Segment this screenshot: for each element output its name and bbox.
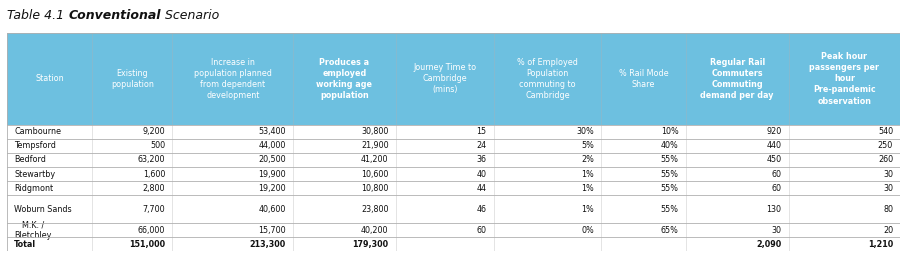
Text: Peak hour
passengers per
hour
Pre-pandemic
observation: Peak hour passengers per hour Pre-pandem…: [809, 52, 879, 106]
Text: 920: 920: [766, 127, 781, 136]
Text: 30: 30: [883, 169, 893, 179]
Text: 60: 60: [771, 169, 781, 179]
Text: 36: 36: [477, 155, 487, 164]
Text: 21,900: 21,900: [361, 141, 389, 150]
Text: 30: 30: [771, 226, 781, 235]
Text: 19,900: 19,900: [258, 169, 286, 179]
Text: 213,300: 213,300: [250, 240, 286, 249]
Text: 450: 450: [767, 155, 781, 164]
Text: 19,200: 19,200: [258, 184, 286, 193]
Text: Table 4.1: Table 4.1: [7, 9, 69, 22]
Bar: [7, 33, 900, 125]
Text: 40,200: 40,200: [361, 226, 389, 235]
Text: Increase in
population planned
from dependent
development: Increase in population planned from depe…: [194, 58, 272, 100]
Text: 1,210: 1,210: [868, 240, 893, 249]
Text: Cambourne: Cambourne: [14, 127, 61, 136]
Text: Woburn Sands: Woburn Sands: [14, 205, 72, 214]
Text: Stewartby: Stewartby: [14, 169, 56, 179]
Text: 41,200: 41,200: [361, 155, 389, 164]
Text: Tempsford: Tempsford: [14, 141, 56, 150]
Text: 2,800: 2,800: [143, 184, 165, 193]
Text: 30,800: 30,800: [361, 127, 389, 136]
Text: 10,800: 10,800: [361, 184, 389, 193]
Text: 540: 540: [878, 127, 893, 136]
Text: 2%: 2%: [581, 155, 594, 164]
Text: Station: Station: [35, 74, 64, 83]
Text: 55%: 55%: [661, 205, 678, 214]
Text: Ridgmont: Ridgmont: [14, 184, 53, 193]
Text: 15,700: 15,700: [258, 226, 286, 235]
Text: 20,500: 20,500: [258, 155, 286, 164]
Text: 24: 24: [476, 141, 487, 150]
Text: 440: 440: [767, 141, 781, 150]
Text: 179,300: 179,300: [353, 240, 389, 249]
Text: 500: 500: [150, 141, 165, 150]
Text: 40,600: 40,600: [259, 205, 286, 214]
Text: 20: 20: [883, 226, 893, 235]
Text: 10%: 10%: [661, 127, 678, 136]
Text: Produces a
employed
working age
population: Produces a employed working age populati…: [317, 58, 373, 100]
Text: 80: 80: [883, 205, 893, 214]
Text: M.K. /
Bletchley: M.K. / Bletchley: [14, 220, 51, 240]
Text: 9,200: 9,200: [143, 127, 165, 136]
Text: 23,800: 23,800: [361, 205, 389, 214]
Text: 30: 30: [883, 184, 893, 193]
Text: 1%: 1%: [581, 205, 594, 214]
Text: 65%: 65%: [661, 226, 678, 235]
Text: 60: 60: [477, 226, 487, 235]
Text: 10,600: 10,600: [361, 169, 389, 179]
Text: 15: 15: [476, 127, 487, 136]
Text: 44,000: 44,000: [259, 141, 286, 150]
Text: 55%: 55%: [661, 184, 678, 193]
Text: 1%: 1%: [581, 184, 594, 193]
Text: 1,600: 1,600: [143, 169, 165, 179]
Text: 40: 40: [477, 169, 487, 179]
Text: 46: 46: [477, 205, 487, 214]
Text: 63,200: 63,200: [138, 155, 165, 164]
Text: 2,090: 2,090: [756, 240, 781, 249]
Text: 1%: 1%: [581, 169, 594, 179]
Text: 130: 130: [767, 205, 781, 214]
Text: 260: 260: [878, 155, 893, 164]
Text: Existing
population: Existing population: [111, 69, 153, 89]
Text: 53,400: 53,400: [258, 127, 286, 136]
Text: Total: Total: [14, 240, 36, 249]
Text: Bedford: Bedford: [14, 155, 46, 164]
Text: Conventional: Conventional: [69, 9, 161, 22]
Text: 0%: 0%: [581, 226, 594, 235]
Text: 7,700: 7,700: [143, 205, 165, 214]
Text: 66,000: 66,000: [138, 226, 165, 235]
Text: Regular Rail
Commuters
Commuting
demand per day: Regular Rail Commuters Commuting demand …: [701, 58, 774, 100]
Text: % of Employed
Population
commuting to
Cambridge: % of Employed Population commuting to Ca…: [517, 58, 578, 100]
Text: 5%: 5%: [581, 141, 594, 150]
Text: 151,000: 151,000: [129, 240, 165, 249]
Text: 44: 44: [477, 184, 487, 193]
Text: 30%: 30%: [576, 127, 594, 136]
Text: % Rail Mode
Share: % Rail Mode Share: [619, 69, 668, 89]
Text: 60: 60: [771, 184, 781, 193]
Text: 40%: 40%: [661, 141, 678, 150]
Text: 55%: 55%: [661, 155, 678, 164]
Text: 250: 250: [878, 141, 893, 150]
Text: 55%: 55%: [661, 169, 678, 179]
Text: Scenario: Scenario: [161, 9, 219, 22]
Text: Journey Time to
Cambridge
(mins): Journey Time to Cambridge (mins): [413, 63, 476, 94]
